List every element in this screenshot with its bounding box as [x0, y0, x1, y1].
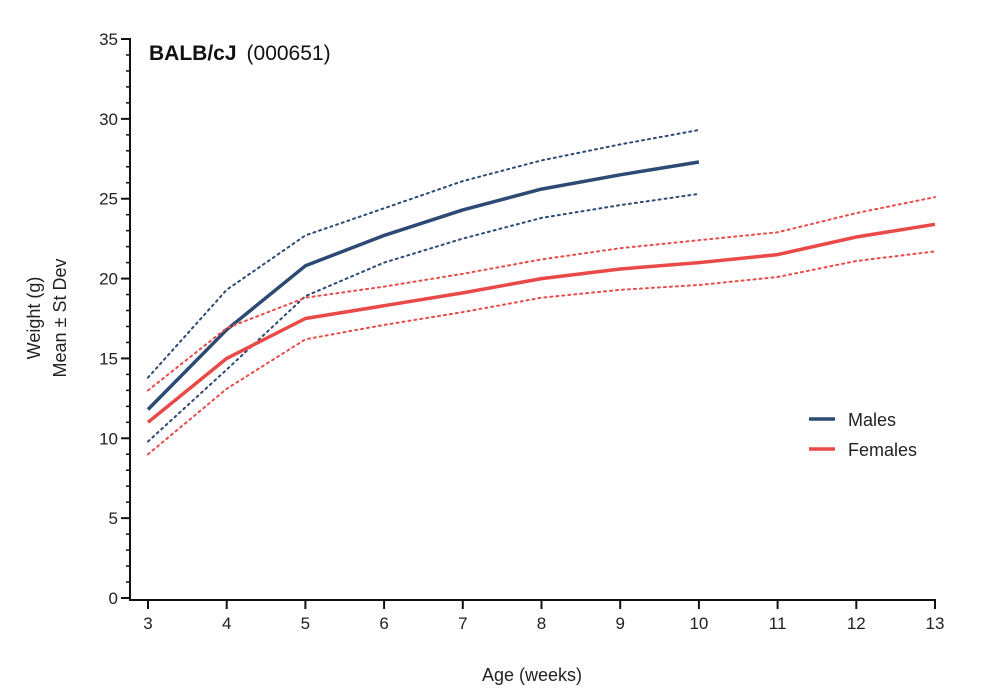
males-lower-sd-line	[147, 192, 700, 443]
x-tick-label: 13	[926, 614, 945, 633]
x-tick-label: 3	[143, 614, 152, 633]
y-tick-label: 30	[99, 110, 118, 129]
females-mean-line	[146, 222, 936, 424]
x-tick-label: 5	[301, 614, 310, 633]
males-upper-sd-line	[147, 129, 700, 379]
y-tick-label: 0	[109, 589, 118, 608]
x-tick-label: 11	[769, 614, 787, 633]
y-tick-label: 20	[99, 270, 118, 289]
females-upper-sd-line	[147, 196, 936, 392]
title-stock-number: (000651)	[247, 42, 331, 65]
x-tick-label: 9	[615, 614, 624, 633]
x-axis-title: Age (weeks)	[482, 665, 582, 685]
y-tick-label: 10	[99, 429, 118, 448]
x-tick-label: 12	[847, 614, 866, 633]
males-mean-line	[146, 160, 700, 411]
x-tick-label: 8	[537, 614, 546, 633]
y-tick-label: 15	[99, 349, 118, 368]
y-tick-label: 25	[99, 190, 118, 209]
y-axis-title-line2: Mean ± St Dev	[50, 259, 70, 378]
legend: Males Females	[809, 410, 917, 460]
legend-label-males: Males	[848, 410, 896, 430]
x-tick-label: 6	[379, 614, 388, 633]
y-axis-title-line1: Weight (g)	[24, 277, 44, 360]
x-tick-label: 10	[689, 614, 708, 633]
legend-label-females: Females	[848, 440, 917, 460]
x-tick-label: 4	[222, 614, 231, 633]
y-tick-label: 35	[99, 30, 118, 49]
axes: 0 5 10 15 20 25 30 35 3 4 5 6 7 8 9 10 11 12 13	[99, 30, 944, 633]
x-tick-label: 7	[458, 614, 467, 633]
series-layer	[146, 129, 936, 456]
title-strain: BALB/cJ	[149, 42, 237, 65]
chart-title: BALB/cJ (000651)	[149, 42, 331, 65]
y-tick-label: 5	[109, 509, 118, 528]
females-lower-sd-line	[147, 250, 936, 456]
